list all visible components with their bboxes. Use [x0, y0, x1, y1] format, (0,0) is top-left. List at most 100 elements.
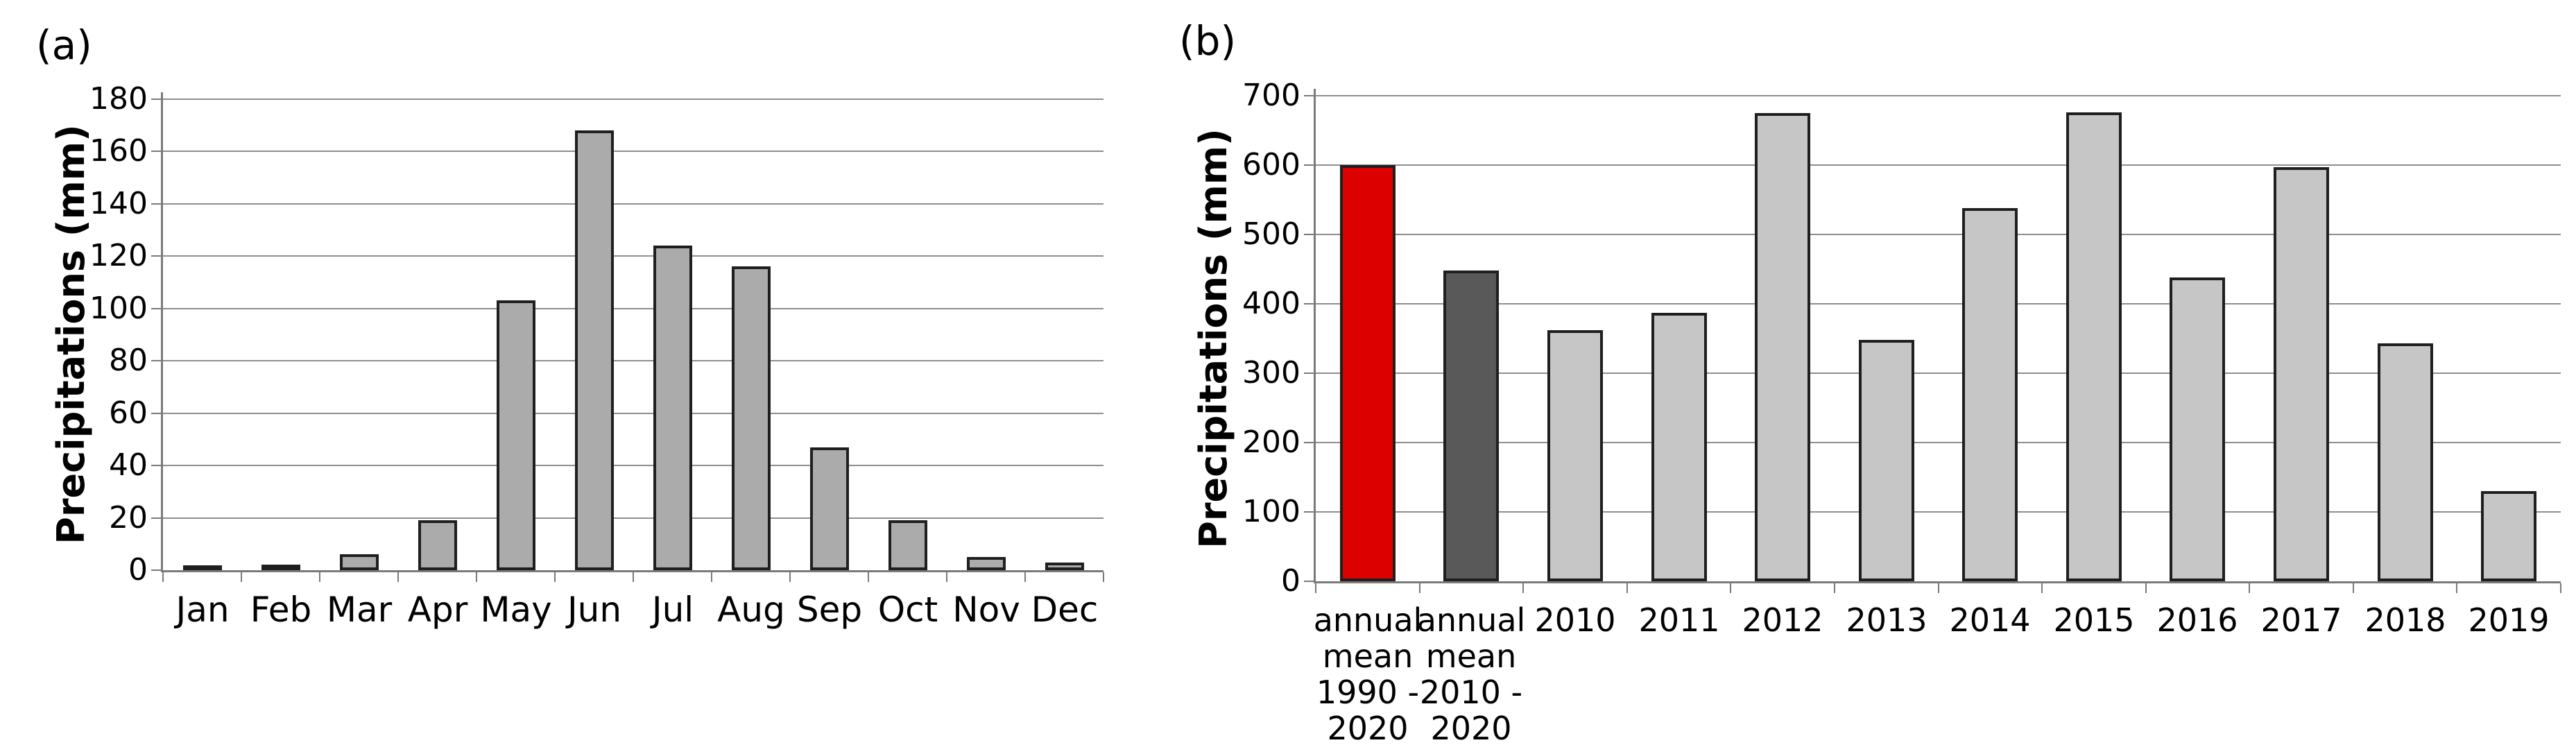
y-tick-label: 100 — [89, 290, 148, 326]
x-category-label: annual mean 1990 - 2020 — [1313, 601, 1423, 747]
bar — [2481, 491, 2536, 581]
gridline — [1316, 95, 2561, 96]
y-axis-tick — [151, 517, 161, 519]
y-axis-tick — [1304, 372, 1314, 374]
y-axis-tick — [151, 412, 161, 414]
bar — [1962, 208, 2018, 581]
x-category-label: 2018 — [2364, 601, 2446, 639]
x-category-label: Nov — [952, 590, 1020, 630]
y-axis-line — [161, 92, 163, 572]
y-tick-label: 300 — [1242, 355, 1300, 391]
x-axis-tick — [397, 572, 399, 582]
x-axis-tick — [554, 572, 556, 582]
x-axis-tick — [1103, 572, 1104, 582]
x-axis-tick — [162, 572, 164, 582]
x-category-label: 2014 — [1949, 601, 2031, 639]
y-axis-tick — [1304, 581, 1314, 582]
gridline — [163, 307, 1104, 309]
x-category-label: 2011 — [1638, 601, 1720, 639]
x-category-label: annual mean 2010 - 2020 — [1416, 601, 1526, 747]
gridline — [163, 203, 1104, 205]
y-tick-label: 700 — [1242, 78, 1300, 113]
y-axis-tick — [1304, 164, 1314, 166]
y-tick-label: 500 — [1242, 216, 1300, 252]
x-axis-tick — [633, 572, 634, 582]
y-axis-tick — [151, 255, 161, 257]
x-category-label: 2016 — [2156, 601, 2238, 639]
bar — [183, 565, 222, 571]
bar — [2274, 167, 2329, 581]
x-category-label: 2012 — [1742, 601, 1823, 639]
gridline — [163, 98, 1104, 100]
x-axis-tick — [2456, 583, 2457, 593]
bar — [1859, 340, 1914, 581]
x-category-label: Sep — [796, 590, 863, 630]
y-axis-tick — [1304, 234, 1314, 235]
gridline — [163, 517, 1104, 519]
bar — [810, 447, 849, 570]
y-axis-tick — [151, 360, 161, 362]
bar — [1651, 313, 1707, 581]
panel-b-label: (b) — [1179, 17, 1237, 65]
y-tick-label: 180 — [89, 81, 148, 117]
y-tick-label: 600 — [1242, 147, 1300, 182]
x-axis-tick — [1834, 583, 1835, 593]
x-axis-tick — [1730, 583, 1731, 593]
gridline — [1316, 442, 2561, 443]
y-axis-tick — [151, 98, 161, 100]
x-axis-tick — [1315, 583, 1316, 593]
bar — [2378, 343, 2433, 581]
bar — [2170, 277, 2225, 581]
bar — [888, 520, 927, 570]
gridline — [163, 465, 1104, 467]
y-axis-tick — [1304, 511, 1314, 513]
gridline — [1316, 234, 2561, 235]
y-axis-tick — [1304, 303, 1314, 305]
x-axis-tick — [789, 572, 791, 582]
x-category-label: Jan — [175, 590, 230, 630]
x-axis-tick — [1938, 583, 1939, 593]
bar — [575, 130, 614, 570]
x-axis-tick — [2353, 583, 2354, 593]
bar — [497, 300, 535, 570]
x-category-label: 2017 — [2260, 601, 2342, 639]
y-axis-tick — [151, 465, 161, 467]
y-tick-label: 140 — [89, 185, 148, 221]
bar — [340, 554, 379, 570]
y-tick-label: 20 — [109, 499, 148, 535]
x-category-label: Mar — [326, 590, 393, 630]
bar — [2066, 112, 2122, 581]
bar — [1547, 330, 1603, 581]
y-tick-label: 200 — [1242, 425, 1300, 460]
x-axis-tick — [1419, 583, 1420, 593]
x-axis-tick — [2560, 583, 2561, 593]
y-tick-label: 0 — [1281, 563, 1300, 599]
gridline — [163, 412, 1104, 414]
y-axis-tick — [151, 569, 161, 571]
y-tick-label: 160 — [89, 133, 148, 169]
x-category-label: 2013 — [1846, 601, 1927, 639]
x-axis-line — [161, 570, 1104, 572]
x-category-label: 2019 — [2468, 601, 2550, 639]
bar — [732, 266, 771, 570]
bar — [1443, 271, 1499, 581]
gridline — [1316, 164, 2561, 166]
x-axis-tick — [2041, 583, 2043, 593]
x-axis-tick — [476, 572, 477, 582]
y-axis-line — [1314, 89, 1316, 583]
x-category-label: Jun — [567, 590, 622, 630]
x-axis-tick — [1024, 572, 1026, 582]
y-axis-tick — [151, 203, 161, 205]
gridline — [163, 151, 1104, 153]
x-category-label: 2015 — [2053, 601, 2135, 639]
y-axis-tick — [151, 151, 161, 153]
y-tick-label: 0 — [128, 552, 148, 588]
bar — [653, 246, 692, 570]
gridline — [163, 360, 1104, 362]
y-tick-label: 100 — [1242, 494, 1300, 529]
bar — [1340, 165, 1396, 581]
x-axis-tick — [1522, 583, 1524, 593]
x-category-label: Feb — [250, 590, 312, 630]
